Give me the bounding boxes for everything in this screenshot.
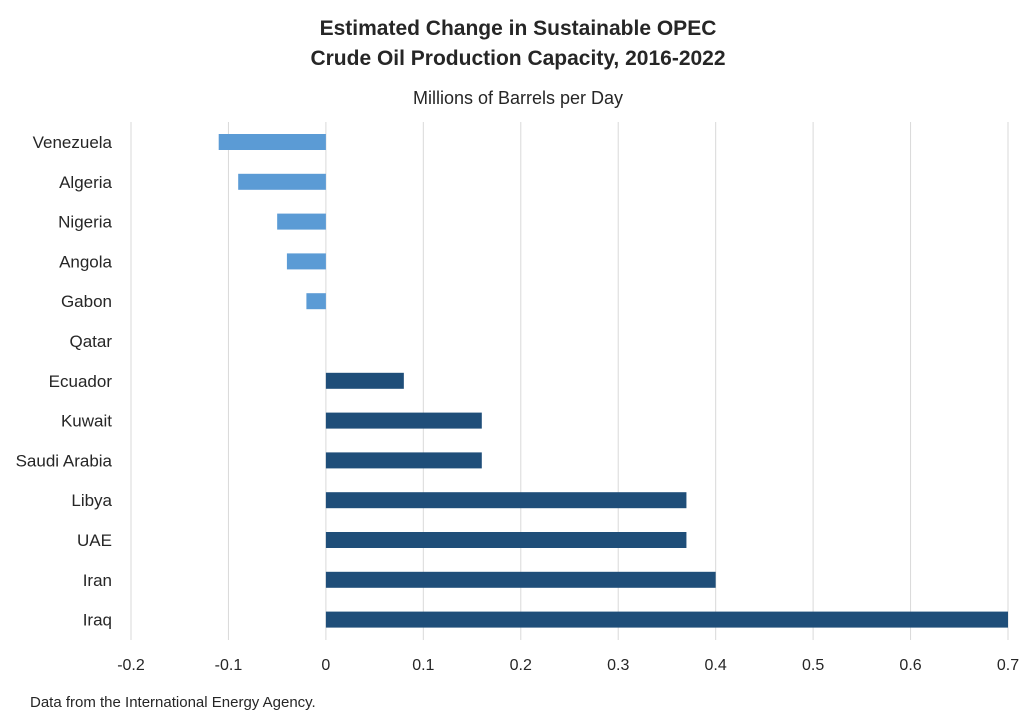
bar-ecuador [325,372,404,389]
x-tick-label: 0.4 [705,657,727,674]
grid-lines [130,122,1009,640]
category-label: Saudi Arabia [16,451,113,470]
x-tick-labels: -0.2 -0.1 0 0.1 0.2 0.3 0.4 0.5 0.6 0.7 [117,657,1019,674]
category-label: Nigeria [58,213,112,232]
category-label: Qatar [69,332,112,351]
bar-iran [325,571,716,588]
x-tick-label: 0 [321,657,330,674]
x-tick-label: 0.2 [510,657,532,674]
category-label: Libya [71,491,112,510]
bar-nigeria [277,213,326,230]
category-label: UAE [77,531,112,550]
x-tick-label: 0.5 [802,657,824,674]
category-label: Venezuela [33,133,113,152]
category-label: Iraq [83,611,112,630]
bar-iraq [325,611,1008,628]
x-tick-label: 0.3 [607,657,629,674]
chart-title-line-1: Estimated Change in Sustainable OPEC [319,17,717,40]
bar-algeria [238,173,326,190]
category-label: Gabon [61,292,112,311]
category-label: Ecuador [49,372,113,391]
bar-saudi-arabia [325,452,482,469]
category-label: Algeria [59,173,112,192]
bar-venezuela [218,134,326,150]
category-label: Angola [59,252,112,271]
x-tick-label: 0.1 [412,657,434,674]
bar-uae [325,532,687,548]
bars [218,134,1008,628]
x-tick-label: 0.6 [899,657,921,674]
chart-subtitle: Millions of Barrels per Day [412,88,624,108]
chart-title-line-2: Crude Oil Production Capacity, 2016-2022 [310,47,726,70]
bar-kuwait [325,412,482,429]
x-tick-label: -0.2 [117,657,145,674]
bar-chart: Venezuela Algeria Nigeria Angola Gabon Qatar E… [16,122,1019,674]
bar-libya [325,492,687,509]
bar-gabon [306,293,326,310]
x-tick-label: -0.1 [215,657,243,674]
chart-title: Estimated Change in Sustainable OPEC Cru… [0,14,1036,74]
category-labels: Venezuela Algeria Nigeria Angola Gabon Qatar E… [16,133,113,630]
bar-angola [286,253,326,270]
source-note: Data from the International Energy Agenc… [30,694,316,711]
x-tick-label: 0.7 [997,657,1019,674]
category-label: Iran [83,571,112,590]
category-label: Kuwait [61,412,112,431]
